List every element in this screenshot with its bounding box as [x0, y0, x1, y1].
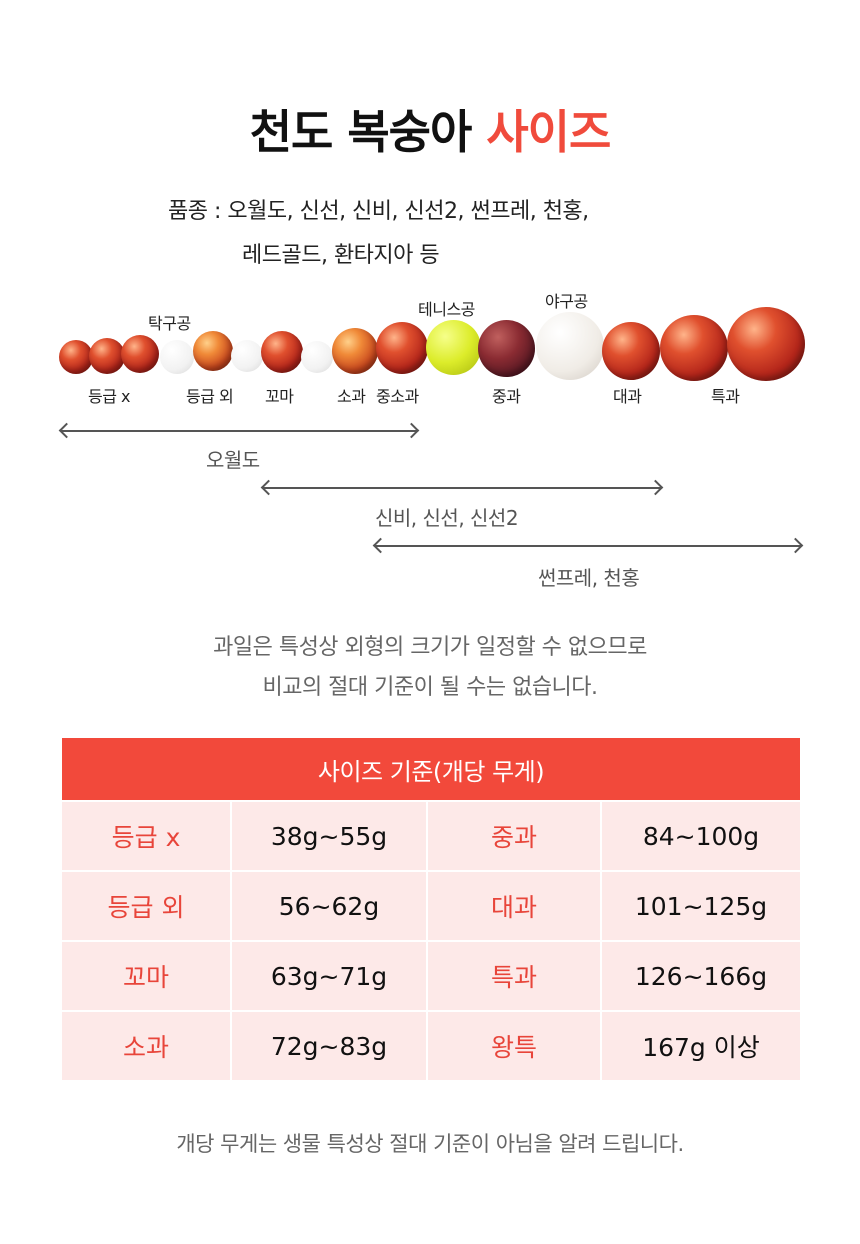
label-pingpong: 탁구공 — [148, 314, 191, 333]
label-tennis: 테니스공 — [418, 300, 475, 319]
size-note: 과일은 특성상 외형의 크기가 일정할 수 없으므로 비교의 절대 기준이 될 … — [0, 628, 860, 708]
tennis-ball — [426, 320, 481, 375]
label-kkoma: 꼬마 — [265, 387, 294, 406]
label-jungsogwa: 중소과 — [376, 387, 419, 406]
baseball — [536, 312, 604, 380]
grade-cell: 등급 외 — [62, 872, 230, 940]
weight-cell: 84~100g — [602, 802, 800, 870]
grade-cell: 특과 — [428, 942, 600, 1010]
pingpong-ball-1 — [160, 340, 194, 374]
range-label-sinbi: 신비, 신선, 신선2 — [375, 506, 519, 530]
peach-kkoma — [261, 331, 303, 373]
variety-line-2: 레드골드, 환타지아 등 — [242, 243, 440, 268]
label-junggwa: 중과 — [492, 387, 521, 406]
peach-jungsogwa — [376, 322, 428, 374]
label-sogwa: 소과 — [337, 387, 366, 406]
variety-list: 품종 : 오월도, 신선, 신비, 신선2, 썬프레, 천홍, 레드골드, 환타… — [168, 190, 589, 278]
weight-cell: 56~62g — [232, 872, 426, 940]
label-baseball: 야구공 — [545, 292, 588, 311]
peach-junggwa — [478, 320, 535, 377]
weight-cell: 63g~71g — [232, 942, 426, 1010]
peach-teukgwa-2 — [727, 307, 805, 381]
label-teukgwa: 특과 — [711, 387, 740, 406]
note-line-1: 과일은 특성상 외형의 크기가 일정할 수 없으므로 — [213, 635, 647, 660]
pingpong-ball-3 — [301, 341, 333, 373]
label-daegwa: 대과 — [613, 387, 642, 406]
grade-cell: 꼬마 — [62, 942, 230, 1010]
pingpong-ball-2 — [231, 340, 263, 372]
peach-grade-x-1 — [59, 340, 93, 374]
title-accent: 사이즈 — [486, 105, 611, 159]
grade-cell: 중과 — [428, 802, 600, 870]
range-label-sunpre: 썬프레, 천홍 — [538, 566, 640, 590]
peach-teukgwa-1 — [660, 315, 728, 381]
grade-cell: 왕특 — [428, 1012, 600, 1080]
label-grade-out: 등급 외 — [186, 387, 234, 406]
table-header: 사이즈 기준(개당 무게) — [62, 738, 800, 800]
grade-cell: 대과 — [428, 872, 600, 940]
range-label-owoldo: 오월도 — [206, 448, 260, 472]
variety-line-1: 품종 : 오월도, 신선, 신비, 신선2, 썬프레, 천홍, — [168, 199, 589, 224]
grade-cell: 소과 — [62, 1012, 230, 1080]
grade-cell: 등급 x — [62, 802, 230, 870]
weight-cell: 72g~83g — [232, 1012, 426, 1080]
weight-cell: 126~166g — [602, 942, 800, 1010]
weight-cell: 38g~55g — [232, 802, 426, 870]
weight-cell: 167g 이상 — [602, 1012, 800, 1080]
peach-grade-x-3 — [121, 335, 159, 373]
weight-cell: 101~125g — [602, 872, 800, 940]
peach-daegwa — [602, 322, 660, 380]
footnote: 개당 무게는 생물 특성상 절대 기준이 아님을 알려 드립니다. — [176, 1132, 684, 1156]
label-grade-x: 등급 x — [88, 387, 131, 406]
peach-grade-x-2 — [89, 338, 125, 374]
peach-grade-out — [193, 331, 233, 371]
title-main: 천도 복숭아 — [249, 105, 473, 159]
table-row: 소과 72g~83g 왕특 167g 이상 — [62, 1012, 800, 1080]
peach-sogwa — [332, 328, 378, 374]
table-row: 등급 x 38g~55g 중과 84~100g — [62, 802, 800, 870]
table-row: 꼬마 63g~71g 특과 126~166g — [62, 942, 800, 1010]
size-table: 사이즈 기준(개당 무게) 등급 x 38g~55g 중과 84~100g 등급… — [62, 738, 800, 1080]
note-line-2: 비교의 절대 기준이 될 수는 없습니다. — [262, 675, 598, 700]
page-title: 천도 복숭아 사이즈 — [0, 96, 860, 162]
table-row: 등급 외 56~62g 대과 101~125g — [62, 872, 800, 940]
